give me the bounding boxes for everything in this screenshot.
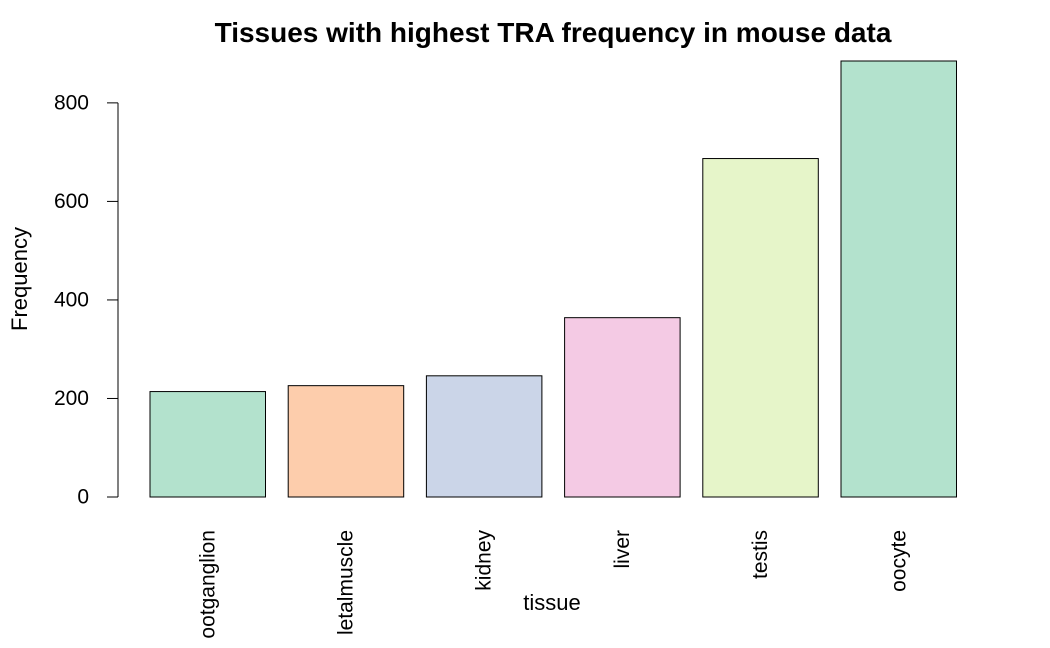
x-category-label: ootganglion bbox=[196, 530, 219, 639]
x-category-label: testis bbox=[749, 530, 772, 579]
bar-oocyte bbox=[840, 60, 957, 498]
y-tick-label: 400 bbox=[54, 288, 89, 311]
chart-title: Tissues with highest TRA frequency in mo… bbox=[215, 17, 892, 48]
x-category-label: letalmuscle bbox=[334, 530, 357, 635]
y-ticks: 0 200 400 600 800 bbox=[54, 91, 118, 509]
y-tick-label: 600 bbox=[54, 190, 89, 213]
x-category-label: oocyte bbox=[887, 530, 910, 592]
x-category-label: liver bbox=[611, 530, 634, 569]
x-category-label: kidney bbox=[473, 530, 496, 591]
y-tick-label: 0 bbox=[77, 486, 89, 509]
y-axis-label: Frequency bbox=[7, 227, 32, 331]
bar-liver bbox=[564, 317, 681, 498]
y-tick-label: 800 bbox=[54, 91, 89, 114]
bar-testis bbox=[702, 158, 819, 498]
bars bbox=[149, 60, 957, 498]
bar-ootganglion bbox=[149, 391, 266, 498]
y-tick-label: 200 bbox=[54, 387, 89, 410]
category-labels: ootganglion letalmuscle kidney liver testis o… bbox=[196, 530, 910, 639]
bar-kidney bbox=[425, 375, 543, 498]
x-axis-label: tissue bbox=[523, 590, 580, 615]
bar-letalmuscle bbox=[287, 385, 405, 498]
